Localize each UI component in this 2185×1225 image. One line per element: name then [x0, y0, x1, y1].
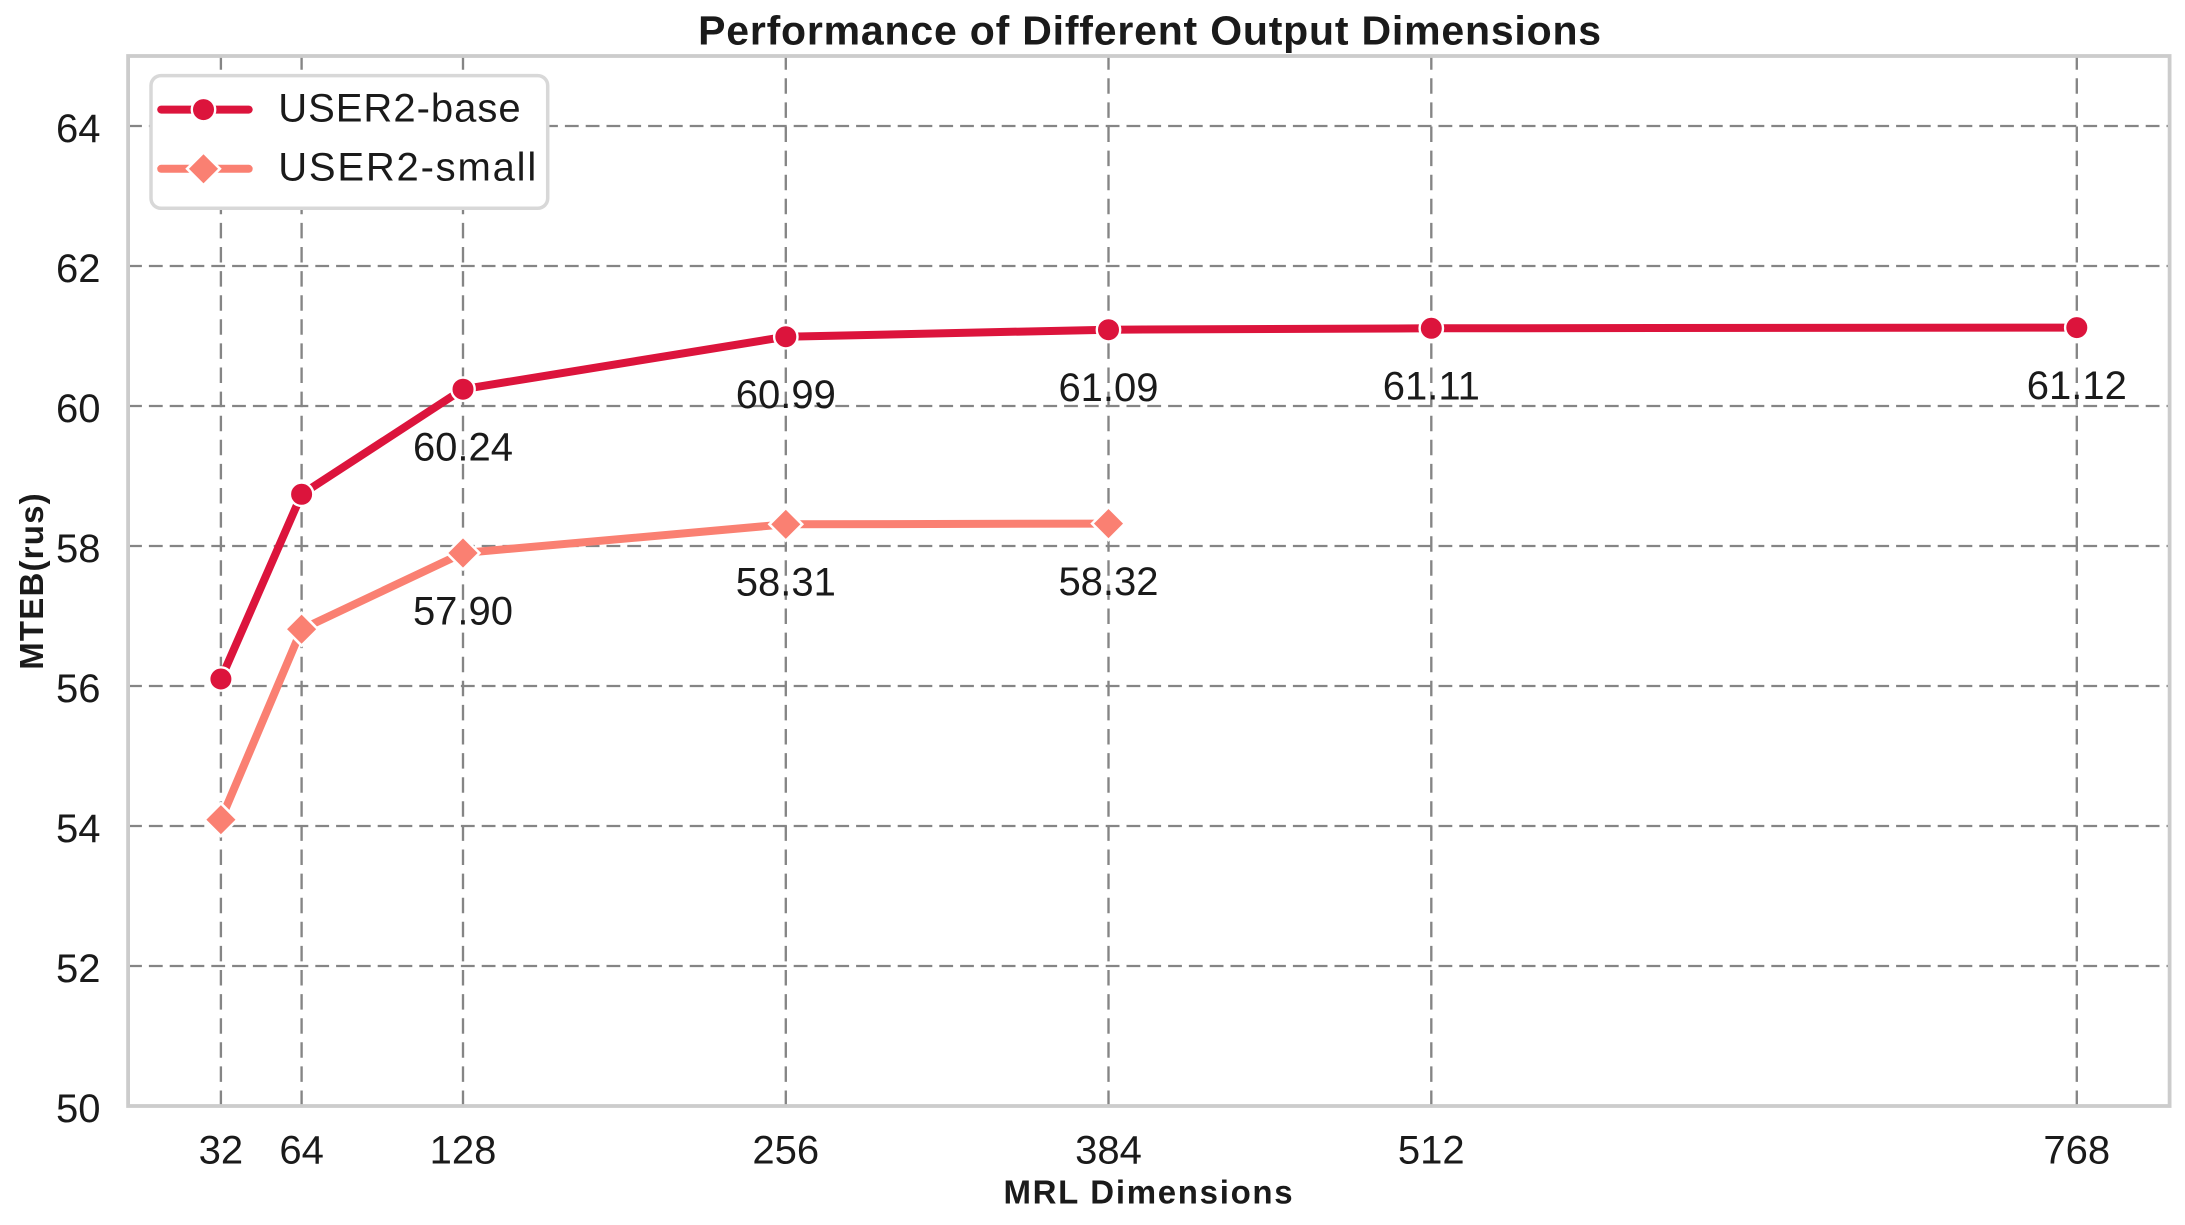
- svg-text:768: 768: [2043, 1129, 2110, 1173]
- svg-text:USER2-small: USER2-small: [278, 145, 538, 189]
- svg-text:512: 512: [1398, 1129, 1465, 1173]
- svg-text:USER2-base: USER2-base: [278, 87, 521, 131]
- svg-text:56: 56: [56, 667, 101, 711]
- svg-text:60.99: 60.99: [736, 373, 836, 417]
- svg-text:50: 50: [56, 1087, 101, 1131]
- svg-text:52: 52: [56, 947, 101, 991]
- svg-text:32: 32: [199, 1129, 244, 1173]
- svg-text:64: 64: [56, 107, 101, 151]
- svg-text:62: 62: [56, 247, 101, 291]
- svg-text:64: 64: [279, 1129, 324, 1173]
- svg-text:57.90: 57.90: [413, 589, 513, 633]
- svg-text:384: 384: [1075, 1129, 1142, 1173]
- svg-text:61.11: 61.11: [1383, 365, 1480, 409]
- svg-text:128: 128: [430, 1129, 497, 1173]
- svg-text:54: 54: [56, 807, 101, 851]
- svg-text:61.12: 61.12: [2027, 364, 2127, 408]
- svg-text:60.24: 60.24: [413, 426, 513, 470]
- svg-text:58.32: 58.32: [1058, 560, 1158, 604]
- svg-text:58.31: 58.31: [736, 561, 836, 605]
- svg-text:60: 60: [56, 387, 101, 431]
- svg-text:61.09: 61.09: [1058, 366, 1158, 410]
- svg-text:MTEB(rus): MTEB(rus): [13, 492, 50, 670]
- svg-text:58: 58: [56, 527, 101, 571]
- svg-text:MRL Dimensions: MRL Dimensions: [1003, 1174, 1294, 1211]
- svg-text:Performance of Different Outpu: Performance of Different Output Dimensio…: [698, 7, 1602, 53]
- svg-text:256: 256: [752, 1129, 819, 1173]
